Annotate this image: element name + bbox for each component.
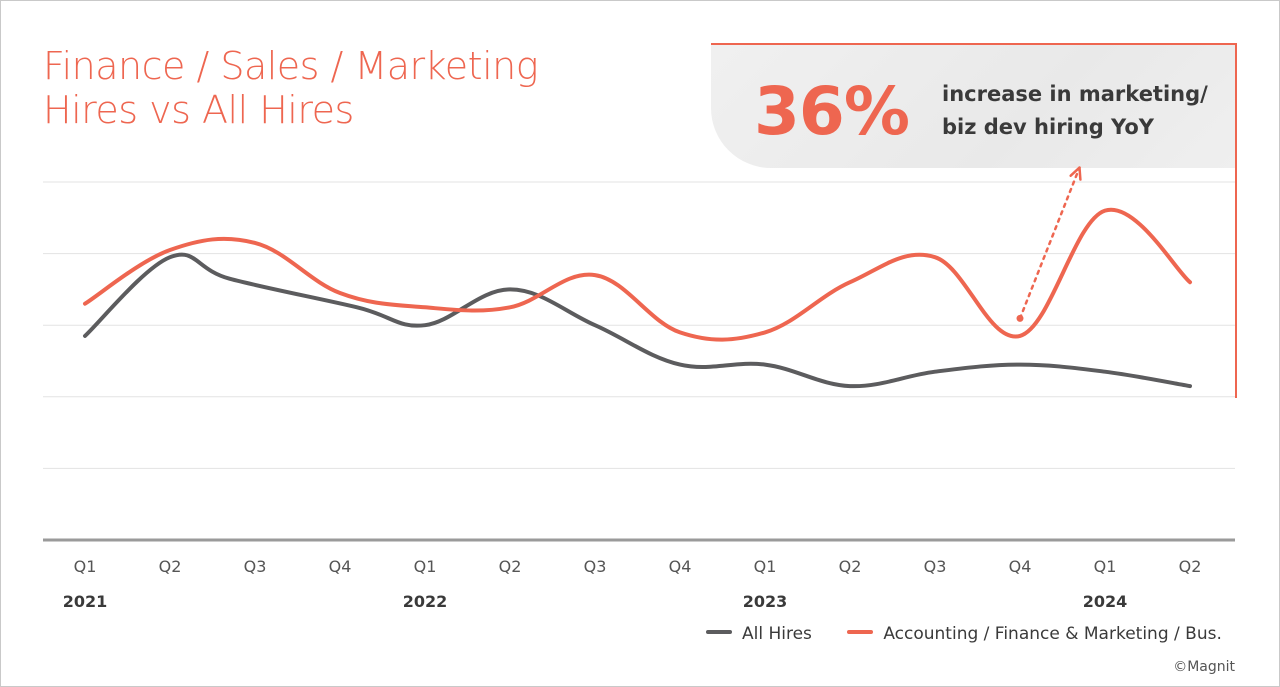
legend-label-accounting-finance: Accounting / Finance & Marketing / Bus. — [883, 624, 1222, 644]
series-line-accounting-finance — [83, 207, 1192, 342]
legend-swatch-accounting-finance — [847, 630, 874, 634]
series-lines — [83, 207, 1192, 389]
legend-item-all-hires: All Hires — [706, 624, 812, 644]
x-year-label: 2022 — [403, 592, 448, 611]
x-year-label: 2023 — [743, 592, 788, 611]
x-tick-label: Q2 — [1179, 557, 1202, 576]
arrow-dotted-line — [1018, 166, 1081, 320]
annotation — [1016, 166, 1082, 322]
x-tick-label: Q4 — [1009, 557, 1032, 576]
arrow-head — [1069, 166, 1082, 181]
legend-swatch-all-hires — [706, 630, 732, 634]
callout-box — [711, 43, 1237, 168]
callout-text: increase in marketing/ biz dev hiring Yo… — [942, 78, 1208, 144]
x-tick-label: Q1 — [1094, 557, 1117, 576]
x-year-label: 2021 — [63, 592, 108, 611]
x-year-label: 2024 — [1083, 592, 1128, 611]
callout-percentage: 36% — [754, 73, 910, 150]
legend-item-accounting-finance: Accounting / Finance & Marketing / Bus. — [847, 624, 1222, 644]
x-axis: Q1 Q2 Q3 Q4 Q1 Q2 Q3 Q4 Q1 Q2 Q3 Q4 Q1 Q2 2021 2022 2023… — [43, 538, 1235, 611]
x-tick-label: Q3 — [924, 557, 947, 576]
x-tick-label: Q3 — [244, 557, 267, 576]
x-tick-label: Q2 — [839, 557, 862, 576]
legend-label-all-hires: All Hires — [742, 624, 812, 644]
x-tick-label: Q2 — [159, 557, 182, 576]
gridlines — [43, 181, 1235, 469]
x-tick-label: Q2 — [499, 557, 522, 576]
chart-title-line2: Hires vs All Hires — [43, 88, 354, 132]
callout-rule — [1235, 43, 1237, 398]
series-line-all-hires — [83, 252, 1192, 389]
x-tick-label: Q1 — [414, 557, 437, 576]
x-tick-label: Q4 — [329, 557, 352, 576]
x-tick-label: Q1 — [754, 557, 777, 576]
legend: All Hires Accounting / Finance & Marketi… — [706, 624, 1222, 644]
credit-text: ©Magnit — [1173, 659, 1235, 675]
chart-title-line1: Finance / Sales / Marketing — [43, 44, 539, 88]
x-tick-label: Q1 — [74, 557, 97, 576]
x-tick-label: Q3 — [584, 557, 607, 576]
callout-text-line2: biz dev hiring YoY — [942, 115, 1154, 139]
chart-title: Finance / Sales / Marketing Hires vs All… — [43, 44, 539, 132]
x-tick-label: Q4 — [669, 557, 692, 576]
callout-text-line1: increase in marketing/ — [942, 82, 1208, 106]
